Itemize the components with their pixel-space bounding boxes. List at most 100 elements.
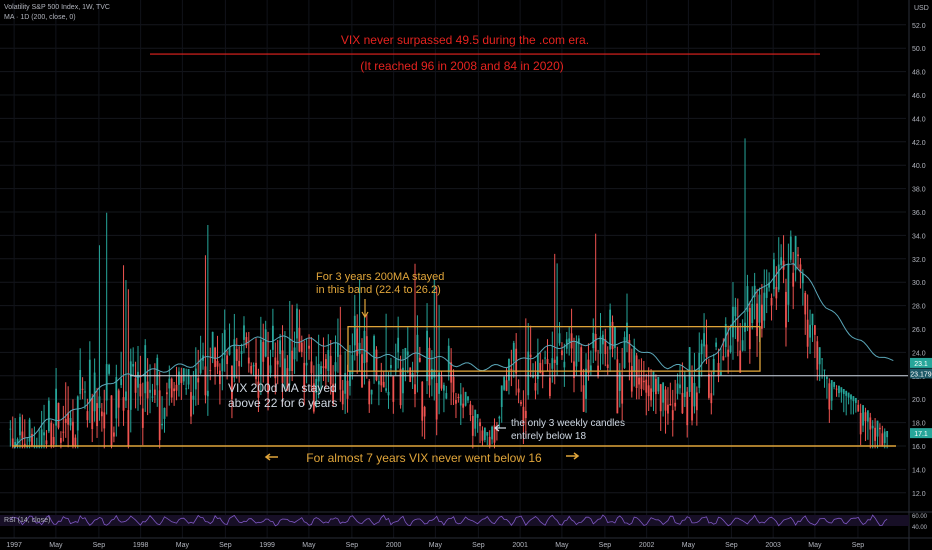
- price-tick-label: 36.0: [912, 210, 926, 217]
- rsi-legend[interactable]: RSI (14, close): [4, 517, 50, 524]
- last-price-badge-bg: [910, 357, 932, 368]
- candle-body: [151, 396, 154, 398]
- candle-body: [874, 427, 877, 441]
- candle-body: [324, 359, 327, 369]
- candle-body: [31, 433, 33, 446]
- candle-body: [770, 297, 773, 306]
- candle-body: [703, 333, 705, 347]
- candle-body: [291, 350, 294, 371]
- candle-body: [739, 350, 742, 373]
- time-tick-label: Sep: [219, 542, 232, 549]
- candle-body: [108, 364, 110, 374]
- candle-body: [19, 417, 21, 436]
- candle-body: [794, 236, 797, 271]
- candle-body: [339, 354, 342, 390]
- candle-body: [751, 303, 754, 324]
- candle-body: [611, 321, 614, 350]
- candle-body: [440, 376, 443, 389]
- candle-body: [276, 360, 279, 365]
- candle-body: [394, 358, 397, 373]
- candle-body: [816, 341, 819, 370]
- ma-value-badge-bg: [910, 368, 932, 379]
- candle-body: [238, 360, 241, 367]
- candle-body: [332, 383, 335, 404]
- candle-body: [11, 438, 14, 446]
- candle-body: [428, 347, 431, 386]
- candle-body: [573, 361, 575, 379]
- candle-body: [505, 380, 508, 391]
- candle-body: [563, 361, 566, 368]
- candle-body: [568, 338, 571, 343]
- candle-body: [113, 432, 115, 437]
- price-tick-label: 40.0: [912, 163, 926, 170]
- candle-body: [604, 339, 607, 355]
- candle-body: [614, 326, 616, 348]
- candle-body: [879, 427, 881, 430]
- candle-body: [163, 407, 166, 419]
- candle-body: [69, 417, 72, 426]
- candle-body: [594, 333, 597, 352]
- candle-body: [638, 377, 640, 385]
- candle-body: [250, 366, 253, 374]
- candle-body: [536, 353, 539, 379]
- candle-body: [529, 354, 532, 358]
- candle-body: [462, 403, 465, 408]
- rsi-tick-label: 60.00: [912, 514, 928, 520]
- candle-body: [426, 330, 428, 382]
- candle-body: [315, 378, 318, 394]
- time-tick-label: Sep: [725, 542, 738, 549]
- candle-body: [180, 375, 183, 383]
- candle-body: [883, 431, 886, 444]
- candle-body: [264, 329, 267, 357]
- candle-body: [823, 369, 826, 371]
- candle-body: [418, 357, 421, 362]
- candle-body: [698, 352, 701, 388]
- candle-body: [356, 328, 359, 356]
- candle-body: [577, 338, 580, 345]
- price-tick-label: 34.0: [912, 233, 926, 240]
- candle-body: [161, 423, 163, 426]
- price-tick-label: 12.0: [912, 491, 926, 498]
- candle-body: [852, 396, 855, 402]
- candle-body: [623, 337, 626, 368]
- candle-body: [676, 383, 679, 394]
- candle-body: [430, 368, 433, 380]
- candle-body: [115, 377, 118, 419]
- candle-body: [100, 411, 103, 417]
- candle-body: [474, 409, 477, 429]
- candle-body: [720, 371, 722, 376]
- candle-body: [214, 347, 216, 367]
- candle-body: [826, 376, 828, 379]
- candle-body: [47, 400, 50, 432]
- last-close-badge-bg: [910, 428, 932, 439]
- candle-body: [122, 397, 125, 411]
- candle-body: [621, 376, 624, 404]
- time-tick-label: Sep: [346, 542, 359, 549]
- candle-body: [223, 329, 226, 356]
- symbol-legend[interactable]: Volatility S&P 500 Index, 1W, TVC: [4, 4, 110, 11]
- annotation-candles-line1: the only 3 weekly candles: [511, 418, 625, 429]
- indicator-legend[interactable]: MA · 1D (200, close, 0): [4, 14, 76, 21]
- candle-body: [353, 315, 356, 346]
- candle-body: [724, 323, 727, 347]
- candle-body: [527, 351, 530, 396]
- candle-body: [869, 417, 872, 430]
- candle-body: [406, 351, 409, 356]
- candle-body: [809, 324, 811, 338]
- candle-body: [257, 381, 260, 398]
- annotation-ma-line1: VIX 200d MA stayed: [228, 381, 337, 395]
- annotation-band-line1: For 3 years 200MA stayed: [316, 271, 444, 283]
- candle-body: [630, 366, 633, 392]
- price-tick-label: 30.0: [912, 280, 926, 287]
- candle-body: [337, 343, 339, 357]
- candle-body: [67, 412, 70, 425]
- candle-body: [43, 432, 45, 436]
- candle-body: [341, 390, 344, 405]
- candle-body: [811, 313, 814, 326]
- time-tick-label: May: [555, 542, 569, 549]
- candle-body: [599, 336, 602, 354]
- indicator-line: MA · 1D (200, close, 0): [4, 14, 76, 21]
- time-tick-label: Sep: [472, 542, 485, 549]
- candle-body: [483, 427, 486, 440]
